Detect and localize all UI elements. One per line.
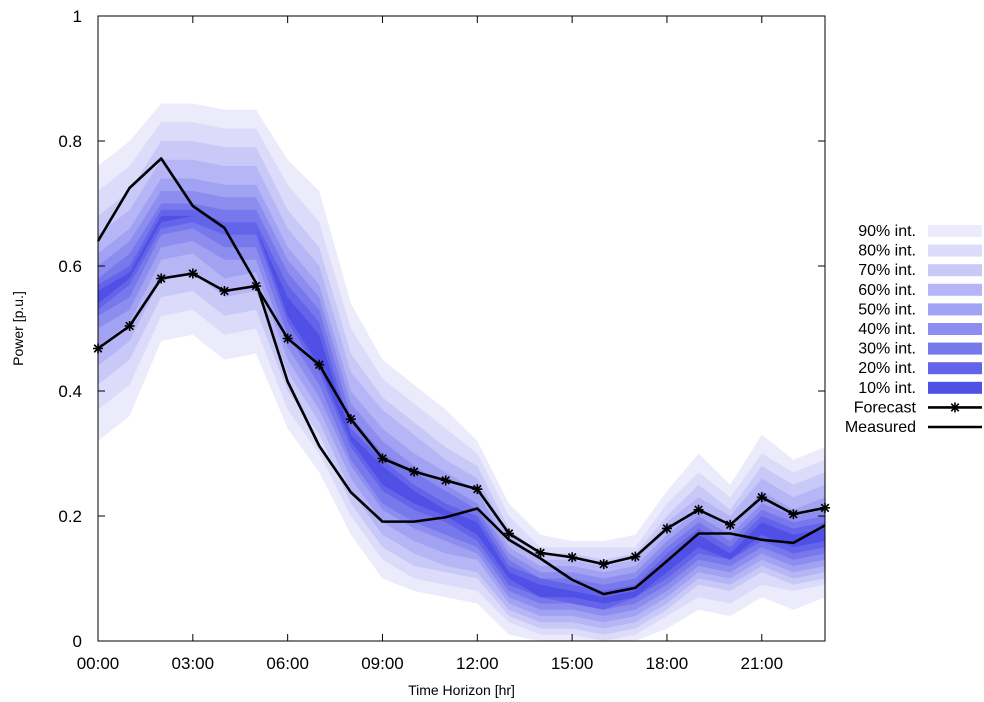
legend-swatch — [928, 284, 982, 296]
legend-label: Forecast — [854, 399, 917, 416]
legend-swatch — [928, 303, 982, 315]
x-tick-label: 21:00 — [741, 654, 784, 673]
legend-swatch — [928, 343, 982, 355]
legend-label: 20% int. — [858, 360, 916, 377]
forecast-point — [314, 360, 324, 370]
forecast-point — [694, 505, 704, 515]
forecast-point — [283, 334, 293, 344]
x-axis-label: Time Horizon [hr] — [408, 682, 515, 698]
x-tick-label: 00:00 — [77, 654, 120, 673]
legend-label: 60% int. — [858, 282, 916, 299]
forecast-point — [567, 552, 577, 562]
forecast-point — [788, 509, 798, 519]
forecast-point — [346, 414, 356, 424]
legend-label: 10% int. — [858, 380, 916, 397]
x-tick-label: 03:00 — [172, 654, 215, 673]
legend-swatch — [928, 245, 982, 257]
forecast-point — [725, 520, 735, 530]
y-tick-label: 0.6 — [58, 257, 82, 276]
x-tick-label: 12:00 — [456, 654, 499, 673]
legend-label: 70% int. — [858, 262, 916, 279]
y-tick-label: 0.4 — [58, 382, 82, 401]
forecast-point — [472, 484, 482, 494]
forecast-point — [219, 286, 229, 296]
x-tick-label: 15:00 — [551, 654, 594, 673]
legend-swatch — [928, 225, 982, 237]
y-axis-label: Power [p.u.] — [10, 291, 26, 366]
legend: 90% int. 80% int. 70% int. 60% int. 50% int.… — [845, 223, 982, 436]
forecast-point — [757, 492, 767, 502]
legend-label: 80% int. — [858, 243, 916, 260]
interval-bands — [98, 104, 825, 642]
legend-marker — [950, 402, 960, 412]
legend-label: 50% int. — [858, 301, 916, 318]
forecast-point — [599, 559, 609, 569]
forecast-point — [662, 524, 672, 534]
forecast-point — [630, 552, 640, 562]
forecast-point — [441, 475, 451, 485]
y-tick-label: 0 — [73, 632, 82, 651]
legend-label: 90% int. — [858, 223, 916, 240]
legend-label: Measured — [845, 419, 916, 436]
legend-swatch — [928, 382, 982, 394]
legend-swatch — [928, 264, 982, 276]
x-tick-label: 09:00 — [361, 654, 404, 673]
legend-swatch — [928, 362, 982, 374]
x-tick-label: 18:00 — [646, 654, 689, 673]
forecast-point — [377, 454, 387, 464]
x-tick-label: 06:00 — [266, 654, 309, 673]
legend-swatch — [928, 323, 982, 335]
y-tick-label: 0.8 — [58, 132, 82, 151]
forecast-point — [156, 274, 166, 284]
legend-label: 40% int. — [858, 321, 916, 338]
forecast-point — [125, 321, 135, 331]
forecast-point — [188, 269, 198, 279]
y-tick-label: 1 — [73, 7, 82, 26]
forecast-point — [409, 467, 419, 477]
y-tick-label: 0.2 — [58, 507, 82, 526]
legend-label: 30% int. — [858, 341, 916, 358]
